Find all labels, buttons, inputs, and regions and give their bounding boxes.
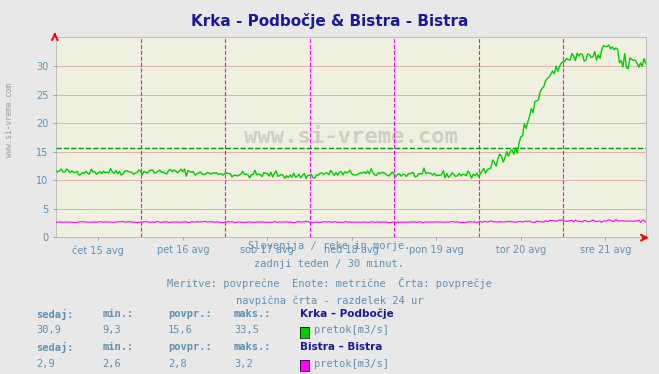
Text: maks.:: maks.:	[234, 309, 272, 319]
Text: 15,6: 15,6	[168, 325, 193, 335]
Text: sedaj:: sedaj:	[36, 309, 74, 319]
Text: Slovenija / reke in morje.: Slovenija / reke in morje.	[248, 241, 411, 251]
Text: min.:: min.:	[102, 342, 133, 352]
Text: min.:: min.:	[102, 309, 133, 319]
Text: navpična črta - razdelek 24 ur: navpična črta - razdelek 24 ur	[236, 295, 423, 306]
Text: 3,2: 3,2	[234, 359, 252, 369]
Text: 2,6: 2,6	[102, 359, 121, 369]
Text: www.si-vreme.com: www.si-vreme.com	[244, 128, 458, 147]
Text: Bistra – Bistra: Bistra – Bistra	[300, 342, 382, 352]
Text: pretok[m3/s]: pretok[m3/s]	[314, 359, 389, 369]
Text: zadnji teden / 30 minut.: zadnji teden / 30 minut.	[254, 259, 405, 269]
Text: 30,9: 30,9	[36, 325, 61, 335]
Text: Meritve: povprečne  Enote: metrične  Črta: povprečje: Meritve: povprečne Enote: metrične Črta:…	[167, 277, 492, 289]
Text: 2,9: 2,9	[36, 359, 55, 369]
Text: Krka - Podbočje & Bistra - Bistra: Krka - Podbočje & Bistra - Bistra	[191, 13, 468, 29]
Text: pretok[m3/s]: pretok[m3/s]	[314, 325, 389, 335]
Text: 2,8: 2,8	[168, 359, 186, 369]
Text: sedaj:: sedaj:	[36, 342, 74, 353]
Text: povpr.:: povpr.:	[168, 342, 212, 352]
Text: povpr.:: povpr.:	[168, 309, 212, 319]
Text: 9,3: 9,3	[102, 325, 121, 335]
Text: www.si-vreme.com: www.si-vreme.com	[5, 83, 14, 157]
Text: maks.:: maks.:	[234, 342, 272, 352]
Text: 33,5: 33,5	[234, 325, 259, 335]
Text: Krka – Podbočje: Krka – Podbočje	[300, 309, 393, 319]
